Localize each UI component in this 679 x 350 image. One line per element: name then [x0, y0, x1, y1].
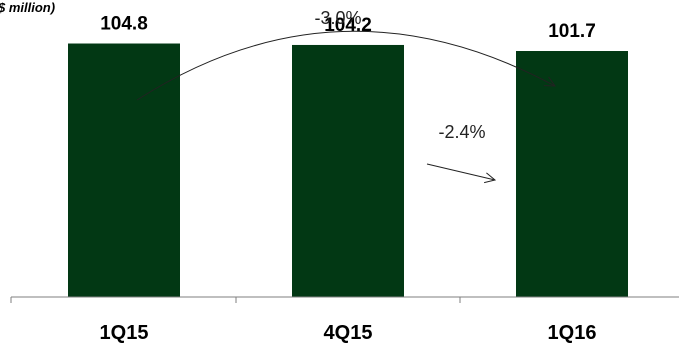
qoq-change-arrow: [426, 163, 495, 180]
category-label-1q15: 1Q15: [100, 322, 149, 344]
value-label-1q15: 104.8: [100, 14, 148, 35]
total-change-arrow: [136, 30, 555, 101]
total-change-label: -3.0%: [314, 8, 361, 28]
bars-layer: [68, 43, 628, 298]
bar-1q15: [68, 43, 180, 298]
value-label-1q16: 101.7: [548, 21, 596, 42]
bar-4q15: [292, 44, 404, 298]
category-label-1q16: 1Q16: [548, 322, 597, 344]
unit-label: $ million): [0, 0, 55, 15]
category-labels-layer: 1Q15 4Q15 1Q16: [100, 322, 597, 344]
category-label-4q15: 4Q15: [324, 322, 373, 344]
value-labels-layer: 104.8 104.2 101.7: [100, 14, 596, 42]
value-label-4q15: 104.2: [324, 15, 372, 36]
x-axis: [10, 296, 679, 303]
qoq-change-label: -2.4%: [438, 122, 485, 142]
bar-1q16: [516, 51, 628, 297]
